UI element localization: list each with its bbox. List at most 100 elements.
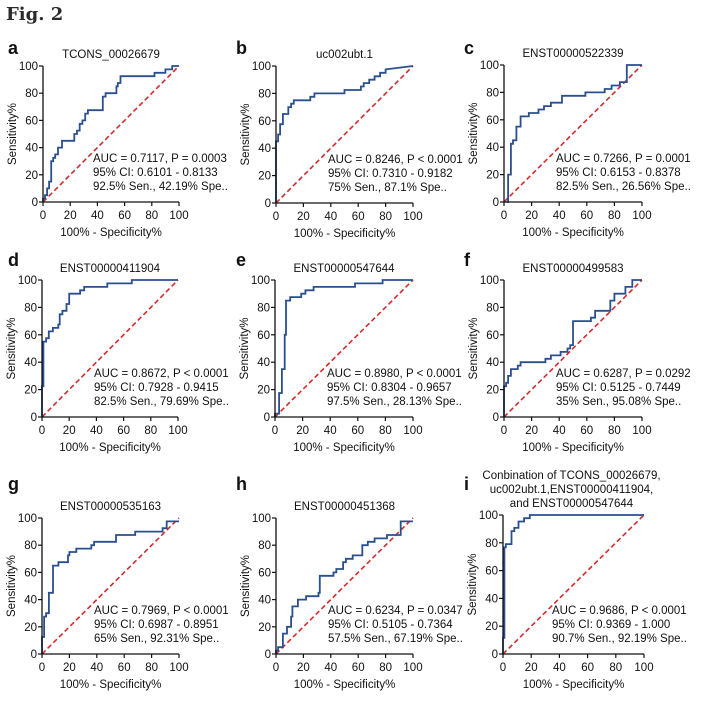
annotation-line: 95% CI: 0.6153 - 0.8378 bbox=[556, 167, 681, 179]
x-tick-label: 80 bbox=[608, 210, 621, 222]
y-axis-label: Sensitivity% bbox=[6, 318, 18, 380]
x-axis-label: 100% - Specificity% bbox=[294, 228, 396, 240]
x-tick-label: 60 bbox=[352, 662, 365, 674]
x-axis-label: 100% - Specificity% bbox=[522, 227, 624, 239]
x-tick-label: 20 bbox=[297, 662, 310, 674]
x-tick-label: 20 bbox=[525, 210, 538, 222]
annotation-line: AUC = 0.6287, P = 0.0292 bbox=[556, 368, 691, 380]
annotation-line: 82.5% Sen., 26.56% Spe.. bbox=[556, 181, 691, 193]
panel-letter: h bbox=[236, 474, 247, 494]
y-tick-label: 80 bbox=[486, 87, 499, 99]
annotation-line: 95% CI: 0.7928 - 0.9415 bbox=[94, 382, 219, 394]
annotation-line: 97.5% Sen., 28.13% Spe.. bbox=[327, 396, 462, 408]
annotation-line: AUC = 0.8980, P < 0.0001 bbox=[327, 368, 462, 380]
y-tick-label: 0 bbox=[265, 198, 271, 210]
x-tick-label: 100 bbox=[632, 210, 651, 222]
x-tick-label: 60 bbox=[118, 662, 131, 674]
reference-line bbox=[42, 65, 180, 203]
x-axis-label: 100% - Specificity% bbox=[59, 442, 161, 454]
y-tick-label: 100 bbox=[19, 61, 38, 73]
annotation-line: 95% CI: 0.5125 - 0.7449 bbox=[556, 382, 681, 394]
y-tick-label: 40 bbox=[485, 593, 498, 605]
y-tick-label: 40 bbox=[25, 143, 38, 155]
x-tick-label: 0 bbox=[39, 662, 45, 674]
y-tick-label: 60 bbox=[24, 567, 37, 579]
x-tick-label: 100 bbox=[403, 425, 422, 437]
y-tick-label: 80 bbox=[486, 302, 499, 314]
panel-letter: f bbox=[464, 250, 471, 270]
reference-line bbox=[503, 279, 643, 418]
x-tick-label: 0 bbox=[501, 210, 507, 222]
y-tick-label: 40 bbox=[486, 142, 499, 154]
annotation-line: 35% Sen., 95.08% Spe.. bbox=[556, 396, 681, 408]
roc-curve bbox=[275, 65, 414, 203]
x-tick-label: 100 bbox=[403, 211, 422, 223]
y-tick-label: 40 bbox=[24, 357, 37, 369]
x-tick-label: 100 bbox=[634, 662, 653, 674]
x-axis-label: 100% - Specificity% bbox=[522, 442, 624, 454]
roc-panel-g: g ENST00000535163 0 20 40 60 80 100 0 20 40 60 80 100… bbox=[6, 474, 229, 691]
x-tick-label: 60 bbox=[118, 210, 131, 222]
reference-line bbox=[502, 514, 645, 655]
roc-curve bbox=[42, 65, 179, 202]
y-tick-label: 40 bbox=[486, 357, 499, 369]
x-tick-label: 0 bbox=[273, 662, 279, 674]
panel-title: TCONS_00026679 bbox=[62, 49, 160, 61]
x-tick-label: 40 bbox=[91, 210, 104, 222]
annotation-line: 95% CI: 0.6987 - 0.8951 bbox=[94, 619, 219, 631]
panel-title: ENST00000547644 bbox=[293, 263, 395, 275]
x-tick-label: 60 bbox=[581, 662, 594, 674]
x-tick-label: 0 bbox=[272, 425, 278, 437]
x-tick-label: 80 bbox=[379, 211, 392, 223]
panel-letter: a bbox=[8, 38, 19, 58]
x-tick-label: 80 bbox=[609, 662, 622, 674]
roc-curve bbox=[506, 64, 642, 203]
y-tick-label: 20 bbox=[258, 171, 271, 183]
y-tick-label: 20 bbox=[486, 170, 499, 182]
reference-line bbox=[274, 279, 414, 418]
x-tick-label: 40 bbox=[324, 211, 337, 223]
x-tick-label: 20 bbox=[296, 425, 309, 437]
annotation-line: AUC = 0.7117, P = 0.0003 bbox=[93, 153, 227, 165]
y-tick-label: 0 bbox=[31, 649, 37, 661]
annotation-line: 95% CI: 0.8304 - 0.9657 bbox=[327, 382, 452, 394]
y-tick-label: 0 bbox=[32, 197, 38, 209]
roc-panel-c: c ENST00000522339 0 20 40 60 80 100 0 20 40 60 80 100… bbox=[464, 38, 691, 239]
y-tick-label: 80 bbox=[258, 88, 271, 100]
annotation-line: AUC = 0.6234, P = 0.0347 bbox=[328, 605, 463, 617]
x-tick-label: 60 bbox=[580, 210, 593, 222]
y-tick-label: 60 bbox=[486, 330, 499, 342]
x-tick-label: 40 bbox=[90, 425, 103, 437]
y-tick-label: 20 bbox=[486, 385, 499, 397]
x-tick-label: 60 bbox=[352, 211, 365, 223]
annotation-line: 65% Sen., 92.31% Spe.. bbox=[94, 633, 219, 645]
y-tick-label: 40 bbox=[24, 595, 37, 607]
x-tick-label: 80 bbox=[608, 425, 621, 437]
x-tick-label: 0 bbox=[273, 211, 279, 223]
annotation-line: AUC = 0.7266, P = 0.0001 bbox=[556, 153, 691, 165]
y-tick-label: 40 bbox=[257, 357, 270, 369]
annotation-line: AUC = 0.8246, P < 0.0001 bbox=[328, 154, 463, 166]
x-axis-label: 100% - Specificity% bbox=[60, 227, 162, 239]
y-tick-label: 80 bbox=[24, 540, 37, 552]
x-tick-label: 40 bbox=[324, 662, 337, 674]
y-tick-label: 40 bbox=[258, 143, 271, 155]
panel-title-line: Conbination of TCONS_00026679, bbox=[482, 470, 660, 482]
x-tick-label: 100 bbox=[403, 662, 422, 674]
x-tick-label: 80 bbox=[379, 662, 392, 674]
reference-line bbox=[503, 64, 643, 203]
y-tick-label: 0 bbox=[264, 412, 270, 424]
panel-title: ENST00000522339 bbox=[522, 48, 623, 60]
y-axis-label: Sensitivity% bbox=[468, 103, 480, 165]
x-tick-label: 100 bbox=[168, 425, 187, 437]
y-tick-label: 60 bbox=[258, 116, 271, 128]
panel-title: uc002ubt.1 bbox=[316, 49, 373, 61]
x-tick-label: 0 bbox=[501, 425, 507, 437]
x-tick-label: 80 bbox=[379, 425, 392, 437]
x-tick-label: 80 bbox=[144, 425, 157, 437]
y-tick-label: 100 bbox=[18, 275, 37, 287]
annotation-line: 75% Sen., 87.1% Spe.. bbox=[328, 182, 447, 194]
y-tick-label: 60 bbox=[24, 330, 37, 342]
annotation-line: 82.5% Sen., 79.69% Spe.. bbox=[94, 396, 229, 408]
